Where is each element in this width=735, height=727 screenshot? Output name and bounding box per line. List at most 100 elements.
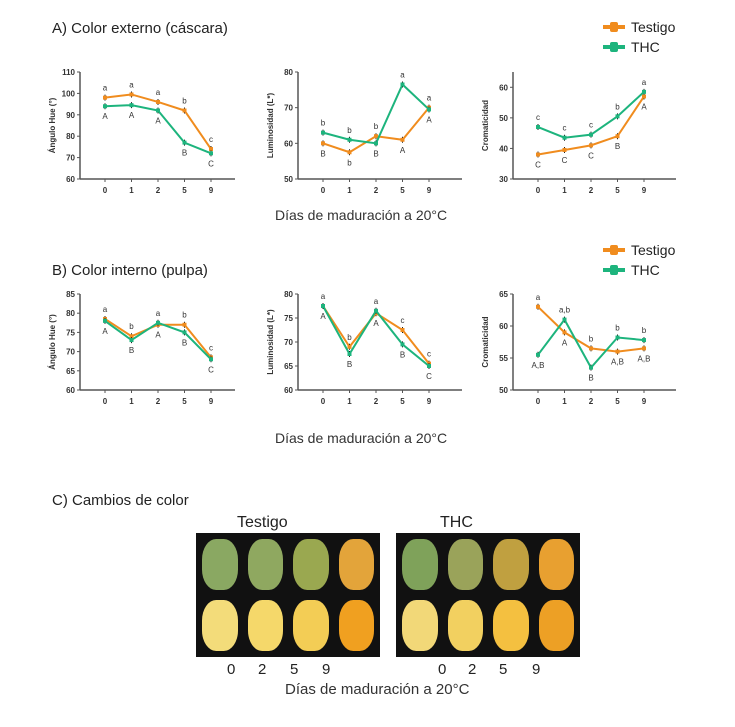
day-label: 2 — [258, 661, 267, 678]
y-tick-label: 70 — [66, 348, 75, 357]
significance-label: A — [155, 117, 161, 126]
y-tick-label: 65 — [284, 362, 293, 371]
y-tick-label: 75 — [284, 314, 293, 323]
data-point — [615, 134, 620, 139]
significance-label: A — [102, 112, 108, 121]
y-tick-label: 60 — [66, 175, 75, 184]
significance-label: c — [209, 135, 213, 144]
x-axis-title-b: Días de maduración a 20°C — [275, 430, 448, 446]
significance-label: A — [320, 312, 326, 321]
significance-label: c — [536, 113, 540, 122]
mango-pulp-image — [447, 600, 483, 651]
mango-pulp-image — [493, 600, 529, 651]
significance-label: B — [347, 360, 352, 369]
testigo-marker-icon — [603, 245, 625, 255]
data-point — [182, 140, 187, 145]
y-tick-label: 80 — [66, 309, 75, 318]
thc-marker-icon — [603, 42, 625, 52]
data-point — [589, 346, 593, 351]
significance-label: C — [208, 365, 214, 374]
y-axis-label: Luminosidad (L*) — [266, 93, 275, 159]
x-tick-label: 9 — [209, 397, 214, 406]
x-tick-label: 5 — [182, 397, 187, 406]
significance-label: a — [400, 70, 405, 79]
mango-pulp-image — [293, 600, 329, 651]
significance-label: A,B — [638, 354, 651, 363]
x-tick-label: 1 — [562, 186, 567, 195]
x-tick-label: 2 — [374, 186, 379, 195]
significance-label: B — [615, 142, 620, 151]
x-tick-label: 9 — [427, 186, 432, 195]
significance-label: b — [642, 326, 647, 335]
legend-item-testigo: Testigo — [603, 240, 675, 260]
x-tick-label: 0 — [536, 186, 541, 195]
significance-label: c — [209, 343, 213, 352]
y-axis-label: Luminosidad (L*) — [266, 309, 275, 375]
significance-label: A — [426, 115, 432, 124]
y-tick-label: 80 — [66, 132, 75, 141]
mango-peel-image — [338, 539, 374, 590]
y-tick-label: 70 — [284, 104, 293, 113]
chart-6: 50 55 60 65 0 1 2 5 9 Cromaticidad a A,B a,b A b Bb A,B b… — [481, 290, 676, 406]
y-tick-label: 65 — [66, 367, 75, 376]
significance-label: B — [588, 374, 593, 383]
legend-label: Testigo — [631, 19, 676, 35]
significance-label: b — [347, 333, 352, 342]
significance-label: b — [182, 311, 187, 320]
mango-pulp-image — [538, 600, 574, 651]
significance-label: C — [562, 156, 568, 165]
significance-label: C — [426, 372, 432, 381]
mango-peel-image — [538, 539, 574, 590]
x-tick-label: 1 — [129, 186, 134, 195]
significance-label: A — [641, 102, 647, 111]
significance-label: B — [373, 149, 378, 158]
data-point — [321, 304, 325, 308]
significance-label: B — [400, 350, 405, 359]
legend-a: Testigo THC — [603, 17, 675, 57]
legend-label: THC — [631, 262, 660, 278]
y-tick-label: 55 — [499, 354, 508, 363]
significance-label: a,b — [559, 306, 571, 315]
y-tick-label: 70 — [66, 154, 75, 163]
significance-label: b — [129, 322, 134, 331]
data-point — [536, 304, 540, 309]
y-tick-label: 75 — [66, 328, 75, 337]
day-label: 0 — [438, 661, 447, 678]
mango-peel-image — [493, 539, 529, 590]
data-point — [182, 108, 187, 113]
data-point — [562, 330, 567, 335]
data-point — [615, 114, 620, 119]
y-tick-label: 30 — [499, 175, 508, 184]
significance-label: A,B — [611, 358, 624, 367]
x-tick-label: 5 — [182, 186, 187, 195]
x-tick-label: 2 — [156, 397, 161, 406]
data-point — [129, 334, 134, 339]
significance-label: a — [374, 297, 379, 306]
x-tick-label: 1 — [129, 397, 134, 406]
y-axis-label: Ángulo Hue (°) — [48, 314, 57, 370]
data-point — [642, 94, 646, 99]
x-tick-label: 0 — [321, 397, 326, 406]
data-point — [103, 104, 107, 109]
series-line-Testigo — [537, 306, 645, 353]
photo-thc — [396, 533, 580, 657]
significance-label: a — [321, 292, 326, 301]
significance-label: b — [374, 122, 379, 131]
data-point — [209, 151, 213, 156]
y-tick-label: 80 — [284, 68, 293, 77]
data-point — [347, 150, 352, 155]
testigo-marker-icon — [603, 22, 625, 32]
significance-label: a — [536, 293, 541, 302]
data-point — [427, 107, 431, 112]
data-point — [562, 317, 567, 322]
section-c-title: C) Cambios de color — [52, 492, 189, 509]
y-tick-label: 65 — [499, 290, 508, 299]
x-tick-label: 9 — [642, 397, 647, 406]
legend-label: Testigo — [631, 242, 676, 258]
significance-label: b — [321, 119, 326, 128]
x-tick-label: 5 — [615, 397, 620, 406]
y-tick-label: 60 — [499, 83, 508, 92]
data-point — [536, 125, 540, 130]
